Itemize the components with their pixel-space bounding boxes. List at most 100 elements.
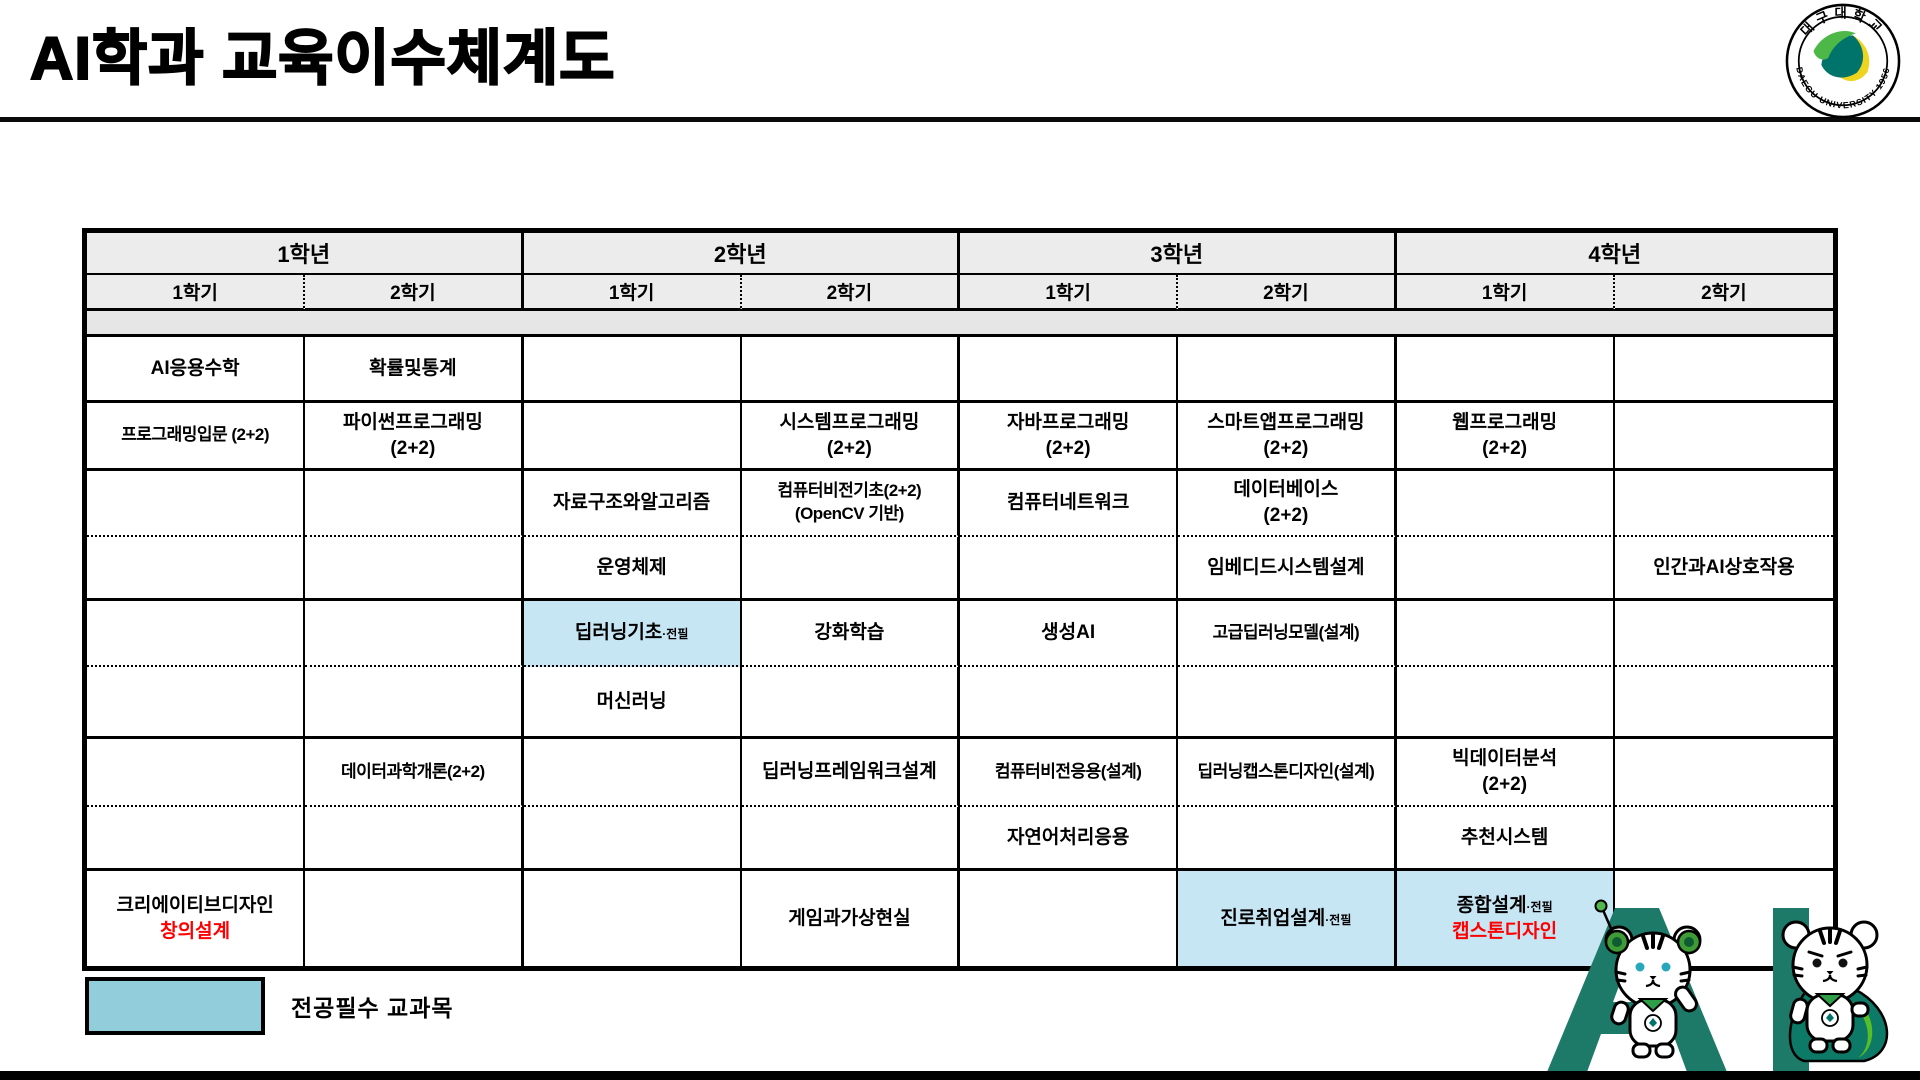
course-name-line: 딥러닝캡스톤디자인(설계)	[1197, 761, 1375, 781]
course-cell: 웹프로그래밍 (2+2)	[1396, 403, 1615, 471]
semester-header-7: 1학기	[1396, 275, 1615, 311]
course-name-line: 고급딥러닝모델(설계)	[1212, 622, 1360, 642]
course-cell: 머신러닝	[523, 667, 742, 739]
course-name-line: (2+2)	[1263, 437, 1309, 459]
semester-header-4: 2학기	[741, 275, 960, 311]
course-name-line: (2+2)	[1482, 437, 1528, 459]
course-name-line: 컴퓨터비전기초(2+2)	[777, 481, 922, 501]
empty-cell	[960, 667, 1179, 739]
course-cell: 컴퓨터비전응용(설계)	[960, 739, 1179, 807]
page-title: AI학과 교육이수체계도	[29, 24, 616, 93]
course-cell: 추천시스템	[1396, 807, 1615, 871]
empty-cell	[1178, 337, 1397, 403]
empty-cell	[1396, 667, 1615, 739]
semester-header-3: 1학기	[523, 275, 742, 311]
course-name-line: 파이썬프로그래밍	[342, 411, 483, 433]
empty-cell	[960, 871, 1179, 966]
course-cell: 파이썬프로그래밍 (2+2)	[305, 403, 524, 471]
course-cell: 크리에이티브디자인 창의설계	[87, 871, 306, 966]
empty-cell	[87, 537, 306, 601]
course-name-line: 웹프로그래밍	[1452, 411, 1558, 433]
empty-cell	[960, 537, 1179, 601]
empty-cell	[87, 471, 306, 537]
empty-cell	[1614, 403, 1833, 471]
course-name-line: 임베디드시스템설계	[1207, 556, 1365, 578]
empty-cell	[741, 337, 960, 403]
title-divider	[0, 117, 1920, 122]
year-header-4: 4학년	[1396, 233, 1833, 275]
course-name-line: 딥러닝프레임워크설계	[761, 761, 937, 783]
course-cell: 딥러닝프레임워크설계	[741, 739, 960, 807]
course-name-line: (2+2)	[1263, 505, 1309, 526]
course-cell: 컴퓨터네트워크	[960, 471, 1179, 537]
course-name-line: (2+2)	[390, 437, 436, 459]
empty-cell	[305, 537, 524, 601]
course-cell: 운영체제	[523, 537, 742, 601]
semester-header-6: 2학기	[1178, 275, 1397, 311]
empty-cell	[1614, 601, 1833, 667]
course-name-line: 머신러닝	[596, 690, 667, 712]
empty-cell	[1614, 337, 1833, 403]
course-cell: 데이터과학개론(2+2)	[305, 739, 524, 807]
course-cell: 빅데이터분석 (2+2)	[1396, 739, 1615, 807]
empty-cell	[1178, 667, 1397, 739]
course-cell: 자바프로그래밍 (2+2)	[960, 403, 1179, 471]
course-name-line: 자바프로그래밍	[1006, 411, 1130, 433]
course-name-line: 캡스톤디자인	[1452, 920, 1558, 942]
empty-cell	[1396, 601, 1615, 667]
course-name-line: 강화학습	[814, 622, 885, 644]
semester-header-2: 2학기	[305, 275, 524, 311]
course-cell: 프로그래밍입문 (2+2)	[87, 403, 306, 471]
course-cell: 딥러닝기초·전필	[523, 601, 742, 667]
course-cell: 종합설계·전필 캡스톤디자인	[1396, 871, 1615, 966]
course-cell: 인간과AI상호작용	[1614, 537, 1833, 601]
course-name-line: 자료구조와알고리즘	[552, 492, 711, 514]
cape-tiger-mascot	[1781, 920, 1889, 1063]
empty-cell	[1614, 807, 1833, 871]
empty-cell	[305, 601, 524, 667]
course-name-line: 생성AI	[1041, 622, 1096, 644]
course-name-line: (OpenCV 기반)	[794, 504, 904, 523]
year-header-1: 1학년	[87, 233, 524, 275]
mascot-illustration	[1547, 899, 1889, 1072]
course-name-line: (2+2)	[1045, 437, 1091, 459]
course-name-line: 크리에이티브디자인	[116, 894, 274, 916]
course-name-line: AI응용수학	[150, 357, 240, 379]
university-logo: 대구대학교 DAEGU UNIVERSITY 1956	[1785, 3, 1901, 119]
course-name-line: 운영체제	[596, 556, 667, 578]
semester-header-5: 1학기	[960, 275, 1179, 311]
empty-cell	[87, 807, 306, 871]
empty-cell	[87, 739, 306, 807]
course-name-line: 스마트앱프로그래밍	[1207, 411, 1365, 433]
empty-cell	[1396, 471, 1615, 537]
course-name-line: 컴퓨터네트워크	[1006, 492, 1130, 514]
empty-cell	[741, 807, 960, 871]
course-name-line: 확률및통계	[369, 357, 457, 379]
year-header-2: 2학년	[523, 233, 960, 275]
course-name-line: 자연어처리응용	[1006, 826, 1130, 848]
empty-cell	[87, 667, 306, 739]
required-suffix: ·전필	[1526, 899, 1553, 914]
empty-cell	[305, 667, 524, 739]
empty-cell	[1614, 471, 1833, 537]
semester-header-1: 1학기	[87, 275, 306, 311]
course-name-line: 데이터과학개론(2+2)	[341, 761, 485, 781]
required-suffix: ·전필	[662, 627, 689, 642]
course-name-line: 게임과가상현실	[788, 907, 911, 929]
header-spacer-row	[87, 311, 1833, 337]
course-name-line: 딥러닝기초·전필	[574, 622, 689, 644]
empty-cell	[741, 667, 960, 739]
course-cell: 데이터베이스 (2+2)	[1178, 471, 1397, 537]
empty-cell	[523, 403, 742, 471]
empty-cell	[523, 739, 742, 807]
course-cell: 확률및통계	[305, 337, 524, 403]
course-cell: 강화학습	[741, 601, 960, 667]
course-name-line: 빅데이터분석	[1452, 748, 1558, 770]
course-name-line: (2+2)	[1482, 774, 1528, 795]
course-cell: 진로취업설계·전필	[1178, 871, 1397, 966]
course-cell: 자연어처리응용	[960, 807, 1179, 871]
course-name-line: 데이터베이스	[1233, 479, 1339, 501]
empty-cell	[741, 537, 960, 601]
course-name-line: 진로취업설계·전필	[1220, 907, 1352, 929]
